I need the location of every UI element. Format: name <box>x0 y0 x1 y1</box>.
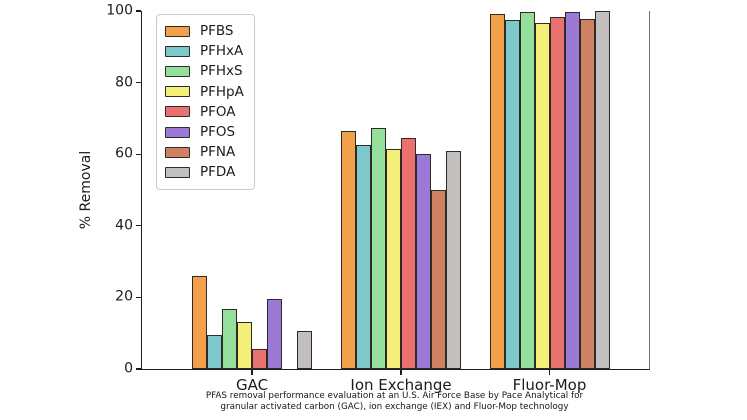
bar-PFDA-ion-exchange <box>446 150 461 369</box>
caption-line-2: granular activated carbon (GAC), ion exc… <box>220 402 569 412</box>
y-tick-label: 0 <box>124 360 133 377</box>
y-axis-label: % Removal <box>78 150 94 230</box>
bar-PFOS-gac <box>267 298 282 369</box>
legend: PFBS PFHxA PFHxS PFHpA PFOA PFOS PFNA PFDA <box>156 14 255 190</box>
legend-item-PFHpA: PFHpA <box>165 82 244 102</box>
legend-item-PFHxS: PFHxS <box>165 61 244 81</box>
y-tick-mark <box>136 153 141 155</box>
plot-area: PFBS PFHxA PFHxS PFHpA PFOA PFOS PFNA PFDA 0 20 4… <box>106 3 650 394</box>
y-tick-mark <box>136 225 141 227</box>
bar-PFBS-gac <box>192 275 207 369</box>
legend-item-PFHxA: PFHxA <box>165 41 244 61</box>
legend-swatch-PFOA <box>165 106 190 118</box>
bar-PFOA-ion-exchange <box>401 138 416 369</box>
x-tick-mark <box>251 370 253 375</box>
bar-PFDA-gac <box>297 330 312 369</box>
caption: PFAS removal performance evaluation at a… <box>141 391 648 413</box>
bar-PFHxS-ion-exchange <box>371 128 386 369</box>
y-tick-label: 40 <box>115 217 133 234</box>
y-tick-mark <box>136 10 141 12</box>
bar-PFHxA-fluor-mop <box>504 19 520 369</box>
legend-item-PFDA: PFDA <box>165 162 244 182</box>
bar-PFOA-gac <box>252 349 267 369</box>
bar-PFHpA-ion-exchange <box>386 148 401 369</box>
y-tick-label: 60 <box>115 145 133 162</box>
x-tick-mark <box>400 370 402 375</box>
bar-PFNA-ion-exchange <box>431 190 446 369</box>
x-tick-label-ion-exchange: Ion Exchange <box>350 376 452 394</box>
legend-item-PFBS: PFBS <box>165 21 244 41</box>
bar-PFHpA-fluor-mop <box>534 23 550 369</box>
legend-label-PFHxA: PFHxA <box>200 43 244 60</box>
y-tick-label: 20 <box>115 289 133 306</box>
legend-label-PFHxS: PFHxS <box>200 63 243 80</box>
y-tick-mark <box>136 81 141 84</box>
y-tick-mark <box>136 368 141 370</box>
legend-item-PFNA: PFNA <box>165 142 244 162</box>
bar-PFNA-fluor-mop <box>579 19 595 369</box>
bar-group-ion-exchange <box>341 11 461 369</box>
legend-swatch-PFHpA <box>165 86 190 98</box>
bar-PFBS-fluor-mop <box>489 13 505 369</box>
legend-label-PFHpA: PFHpA <box>200 83 244 100</box>
caption-line-1: PFAS removal performance evaluation at a… <box>205 391 584 401</box>
legend-item-PFOA: PFOA <box>165 102 244 122</box>
legend-label-PFOS: PFOS <box>200 124 236 141</box>
bar-PFOS-fluor-mop <box>564 12 580 369</box>
bar-PFHxA-gac <box>207 335 222 369</box>
bar-group-gac <box>192 11 312 369</box>
legend-label-PFOA: PFOA <box>200 103 236 120</box>
legend-item-PFOS: PFOS <box>165 122 244 142</box>
legend-swatch-PFBS <box>165 25 190 37</box>
bar-PFDA-fluor-mop <box>594 11 610 369</box>
y-tick-mark <box>136 296 141 299</box>
y-tick-label: 100 <box>106 2 133 19</box>
legend-label-PFBS: PFBS <box>200 23 234 40</box>
bar-PFHxS-gac <box>222 309 237 369</box>
x-tick-label-fluor-mop: Fluor-Mop <box>512 376 587 394</box>
bar-PFBS-ion-exchange <box>341 130 356 369</box>
legend-swatch-PFHxS <box>165 65 190 77</box>
bar-PFHxA-ion-exchange <box>356 144 371 369</box>
bar-group-fluor-mop <box>489 11 610 369</box>
bar-PFOA-fluor-mop <box>549 17 565 369</box>
x-tick-label-gac: GAC <box>235 376 269 394</box>
y-tick-label: 80 <box>115 74 133 91</box>
legend-swatch-PFDA <box>165 166 190 178</box>
legend-swatch-PFHxA <box>165 45 190 57</box>
legend-swatch-PFNA <box>165 146 190 158</box>
bar-PFHxS-fluor-mop <box>519 12 535 369</box>
x-tick-mark <box>548 370 551 375</box>
legend-label-PFDA: PFDA <box>200 164 236 181</box>
legend-swatch-PFOS <box>165 126 190 138</box>
bar-PFHpA-gac <box>237 322 252 369</box>
legend-label-PFNA: PFNA <box>200 144 236 161</box>
bar-PFOS-ion-exchange <box>416 154 431 369</box>
